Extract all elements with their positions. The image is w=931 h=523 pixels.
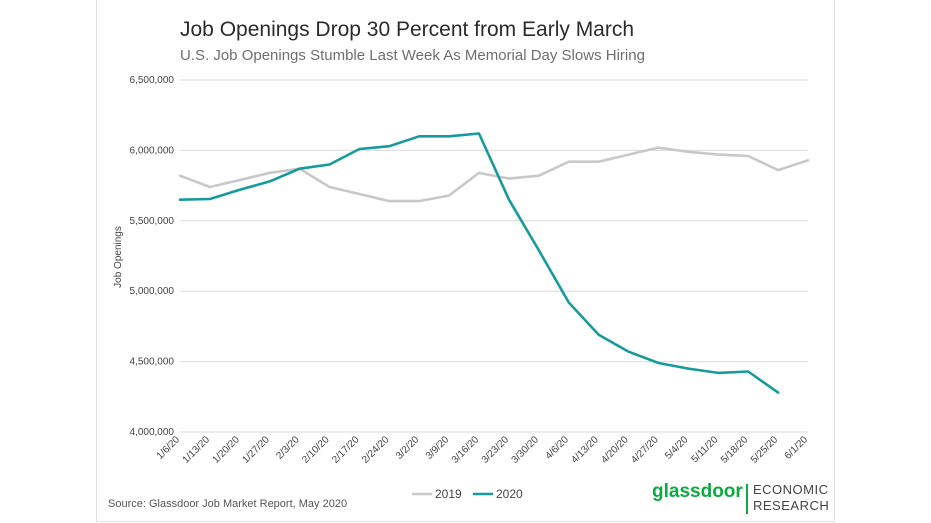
x-tick-label: 2/3/20 [274, 434, 302, 462]
y-tick-label: 5,500,000 [130, 216, 175, 227]
x-tick-label: 4/6/20 [543, 434, 571, 462]
glassdoor-wordmark: glassdoor [652, 481, 743, 502]
y-tick-label: 4,000,000 [130, 427, 175, 438]
x-tick-label: 6/1/20 [783, 434, 811, 462]
x-tick-label: 3/2/20 [394, 434, 422, 462]
source-note: Source: Glassdoor Job Market Report, May… [108, 498, 348, 510]
chart-subtitle: U.S. Job Openings Stumble Last Week As M… [180, 47, 645, 64]
chart-frame [96, 0, 835, 522]
x-tick-label: 3/30/20 [510, 434, 542, 466]
x-tick-label: 3/23/20 [480, 434, 512, 466]
y-tick-label: 4,500,000 [130, 357, 175, 368]
x-tick-label: 2/17/20 [330, 434, 362, 466]
x-tick-label: 4/20/20 [599, 434, 631, 466]
x-tick-label: 2/24/20 [360, 434, 392, 466]
x-tick-label: 4/13/20 [569, 434, 601, 466]
y-axis-label: Job Openings [113, 226, 124, 288]
x-tick-label: 1/6/20 [155, 434, 183, 462]
x-tick-label: 3/16/20 [450, 434, 482, 466]
series-line-2019 [178, 146, 810, 203]
logo-divider [746, 484, 748, 514]
series-line-2020 [178, 132, 780, 394]
y-tick-label: 6,000,000 [130, 145, 175, 156]
logo-unit-line2: RESEARCH [753, 498, 830, 513]
legend-label-2020: 2020 [496, 487, 523, 501]
x-tick-label: 2/10/20 [300, 434, 332, 466]
x-tick-label: 3/9/20 [424, 434, 452, 462]
x-tick-label: 1/20/20 [211, 434, 243, 466]
x-tick-label: 5/25/20 [749, 434, 781, 466]
y-tick-label: 5,000,000 [130, 286, 175, 297]
glassdoor-economic-research-logo: glassdoor ECONOMIC RESEARCH [652, 481, 829, 517]
x-tick-label: 1/13/20 [181, 434, 213, 466]
y-tick-label: 6,500,000 [130, 75, 175, 86]
legend-label-2019: 2019 [435, 487, 462, 501]
logo-unit-text: ECONOMIC RESEARCH [753, 482, 829, 514]
x-tick-label: 5/18/20 [719, 434, 751, 466]
x-tick-label: 1/27/20 [240, 434, 272, 466]
x-tick-label: 5/4/20 [663, 434, 691, 462]
x-tick-label: 4/27/20 [629, 434, 661, 466]
logo-unit-line1: ECONOMIC [753, 482, 829, 497]
x-tick-label: 5/11/20 [690, 434, 721, 465]
chart-title: Job Openings Drop 30 Percent from Early … [180, 18, 635, 41]
